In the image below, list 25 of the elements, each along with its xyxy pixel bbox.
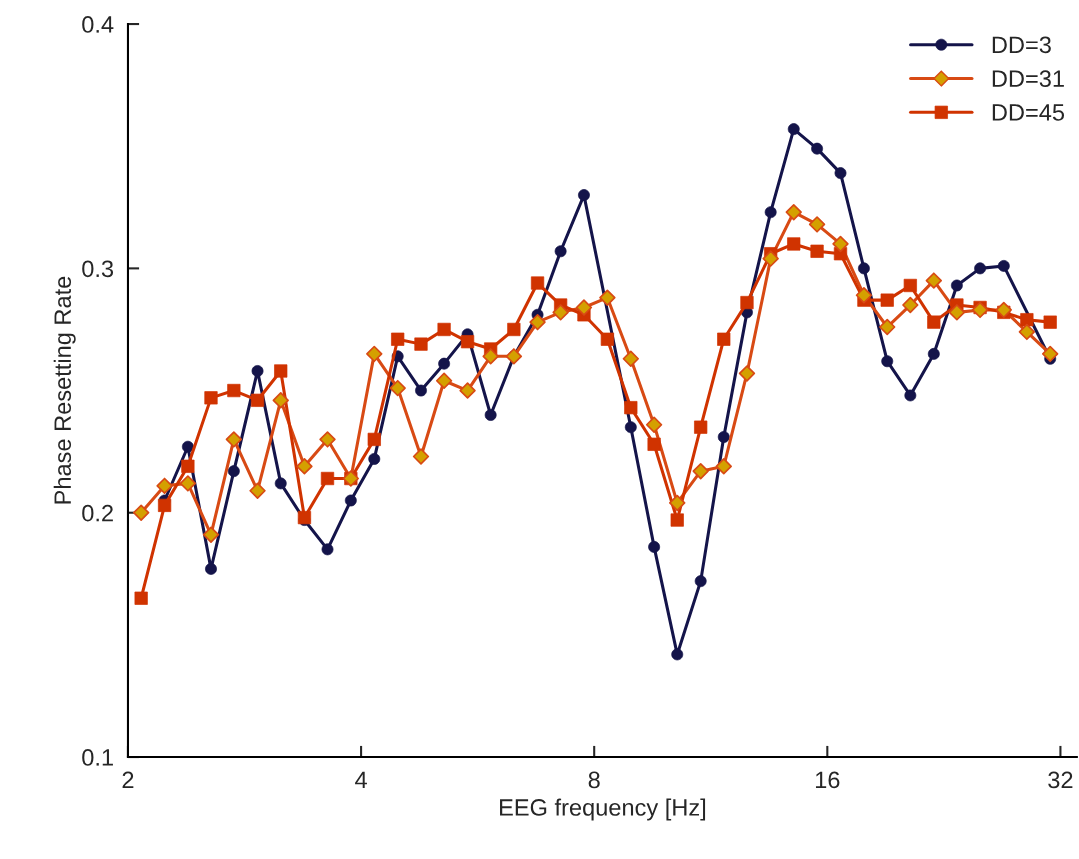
point <box>530 276 545 290</box>
point <box>740 295 754 310</box>
y-tick-label: 0.2 <box>82 504 113 522</box>
legend-label: DD=3 <box>992 36 1051 54</box>
y-tick-label: 0.3 <box>82 260 114 278</box>
x-tick-label: 16 <box>815 771 840 789</box>
legend-label: DD=45 <box>992 104 1065 121</box>
point <box>437 322 451 337</box>
x-tick-label: 4 <box>355 771 367 789</box>
point <box>694 420 708 434</box>
y-tick-label: 0.4 <box>82 16 114 33</box>
point <box>227 383 241 398</box>
point <box>391 332 405 346</box>
point <box>157 498 172 512</box>
x-tick-label: 32 <box>1048 771 1073 789</box>
point <box>181 459 195 473</box>
legend-label: DD=31 <box>992 70 1064 88</box>
x-tick-label: 2 <box>122 771 134 789</box>
y-tick-label: 0.1 <box>82 749 113 766</box>
x-tick-label: 8 <box>588 771 600 789</box>
point <box>274 364 288 378</box>
x-axis-title: EEG frequency [Hz] <box>500 798 706 821</box>
point <box>320 471 335 486</box>
point <box>600 332 614 346</box>
y-axis-title: Phase Resetting Rate <box>53 276 76 504</box>
